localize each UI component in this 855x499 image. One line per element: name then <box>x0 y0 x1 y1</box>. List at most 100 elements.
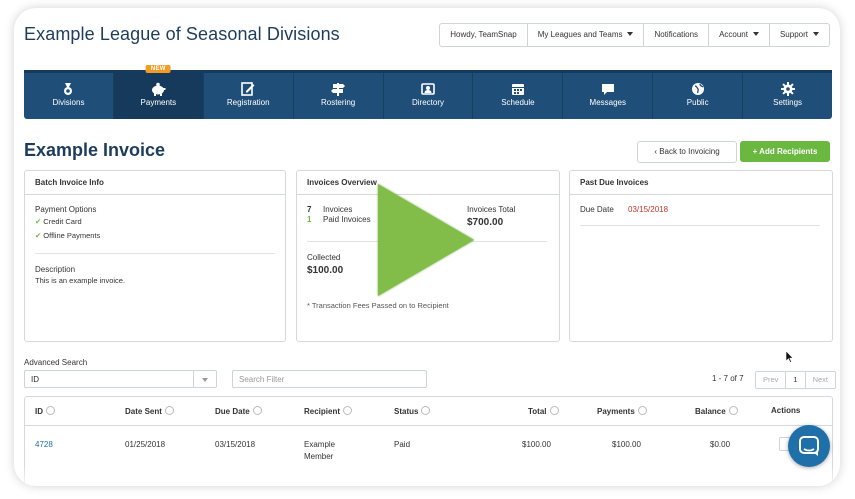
account-dropdown[interactable]: Account <box>709 24 770 46</box>
top-nav: Howdy, TeamSnap My Leagues and Teams Not… <box>439 23 830 47</box>
nav-label: Schedule <box>501 98 535 107</box>
sort-icon <box>421 406 431 415</box>
cell-payments: $100.00 <box>612 440 641 449</box>
col-total[interactable]: Total <box>528 406 559 416</box>
chevron-left-icon: ‹ <box>654 147 660 156</box>
col-recipient[interactable]: Recipient <box>304 406 353 416</box>
nav-label: Settings <box>773 98 803 107</box>
chat-launcher-button[interactable] <box>788 425 830 467</box>
nav-schedule[interactable]: Schedule <box>473 73 564 119</box>
sort-icon <box>164 406 174 415</box>
invoices-total-value: $700.00 <box>467 217 504 228</box>
form-pencil-icon <box>204 82 293 96</box>
col-due-date[interactable]: Due Date <box>215 406 262 416</box>
due-date-value: 03/15/2018 <box>628 205 669 214</box>
caret-down-icon <box>752 32 759 36</box>
table-header: ID Date Sent Due Date Recipient Status T… <box>25 397 832 426</box>
sort-icon <box>637 406 647 415</box>
notifications-button[interactable]: Notifications <box>644 24 710 46</box>
cell-status: Paid <box>394 440 411 449</box>
sort-icon <box>252 406 262 415</box>
check-icon: ✔ <box>35 231 42 240</box>
collected-value: $100.00 <box>307 265 344 276</box>
mouse-cursor-icon <box>785 350 794 368</box>
paid-count: 1 <box>307 215 312 224</box>
panel-header: Batch Invoice Info <box>25 171 285 195</box>
medal-icon <box>24 82 113 96</box>
prev-page-button[interactable]: Prev <box>756 372 787 388</box>
piggy-bank-icon <box>114 82 203 96</box>
play-icon[interactable] <box>378 184 474 296</box>
cell-balance: $0.00 <box>710 440 731 449</box>
cell-date-sent: 01/25/2018 <box>125 440 166 449</box>
sort-icon <box>46 406 55 415</box>
search-filter-input[interactable]: Search Filter <box>232 370 427 388</box>
nav-messages[interactable]: Messages <box>563 73 654 119</box>
nav-directory[interactable]: Directory <box>384 73 474 119</box>
speech-bubble-icon <box>563 82 652 96</box>
new-badge: NEW <box>145 65 171 73</box>
description-label: Description <box>35 265 76 274</box>
nav-label: Rostering <box>320 98 356 107</box>
check-icon: ✔ <box>35 217 42 226</box>
sort-icon <box>343 406 353 415</box>
divider <box>35 253 275 254</box>
back-to-invoicing-button[interactable]: ‹ Back to Invoicing <box>637 141 737 163</box>
nav-label: Public <box>686 98 709 107</box>
payment-option-offline: ✔ Offline Payments <box>35 231 101 240</box>
nav-rostering[interactable]: Rostering <box>294 73 384 119</box>
nav-label: Registration <box>226 98 270 107</box>
support-dropdown[interactable]: Support <box>770 24 829 46</box>
signpost-icon <box>294 82 383 96</box>
nav-registration[interactable]: Registration <box>204 73 294 119</box>
nav-divisions[interactable]: Divisions <box>24 73 114 119</box>
invoices-count: 7 <box>307 205 312 214</box>
sort-icon <box>728 406 738 415</box>
page-number-button[interactable]: 1 <box>786 372 806 388</box>
col-id[interactable]: ID <box>35 406 55 416</box>
main-nav: Divisions NEW Payments Registration Rost… <box>24 65 832 119</box>
nav-label: Divisions <box>52 98 85 107</box>
panel-header: Past Due Invoices <box>570 171 832 195</box>
invoice-id-link[interactable]: 4728 <box>35 440 53 449</box>
col-status[interactable]: Status <box>394 406 431 416</box>
cell-total: $100.00 <box>522 440 551 449</box>
nav-public[interactable]: Public <box>653 73 744 119</box>
due-date-label: Due Date <box>580 205 614 214</box>
nav-label: Payments <box>140 98 177 107</box>
col-payments[interactable]: Payments <box>597 406 647 416</box>
next-page-button[interactable]: Next <box>812 375 829 384</box>
league-title: Example League of Seasonal Divisions <box>24 24 340 44</box>
sort-icon <box>549 406 559 415</box>
invoices-label: Invoices <box>323 205 353 214</box>
nav-label: Messages <box>589 98 627 107</box>
caret-down-icon <box>627 32 634 36</box>
my-leagues-dropdown[interactable]: My Leagues and Teams <box>528 24 645 46</box>
app-window: Example League of Seasonal Divisions How… <box>14 8 840 486</box>
search-field-select[interactable]: ID <box>24 370 217 388</box>
cell-recipient-last: Member <box>304 452 334 461</box>
paid-invoices-label: Paid Invoices <box>323 215 371 224</box>
howdy-button[interactable]: Howdy, TeamSnap <box>440 24 528 46</box>
fee-note: * Transaction Fees Passed on to Recipien… <box>307 301 449 310</box>
add-recipients-button[interactable]: + Add Recipients <box>740 141 830 162</box>
col-actions: Actions <box>771 406 801 415</box>
contact-card-icon <box>384 82 473 96</box>
invoice-table: ID Date Sent Due Date Recipient Status T… <box>24 396 833 486</box>
pagination-count: 1 - 7 of 7 <box>712 374 744 383</box>
nav-settings[interactable]: Settings <box>743 73 832 119</box>
advanced-search-label: Advanced Search <box>24 358 88 367</box>
col-balance[interactable]: Balance <box>695 406 738 416</box>
gear-icon <box>743 82 832 96</box>
chevron-down-icon <box>193 371 216 387</box>
globe-icon <box>653 82 742 96</box>
payment-option-credit-card: ✔ Credit Card <box>35 217 82 226</box>
chat-bubble-icon <box>799 436 819 456</box>
description-text: This is an example invoice. <box>35 276 126 285</box>
nav-payments[interactable]: NEW Payments <box>113 65 204 119</box>
calendar-icon <box>473 82 562 96</box>
col-date-sent[interactable]: Date Sent <box>125 406 174 416</box>
caret-down-icon <box>813 32 819 36</box>
cell-due-date: 03/15/2018 <box>215 440 256 449</box>
pagination: Prev 1 Next <box>755 371 837 389</box>
